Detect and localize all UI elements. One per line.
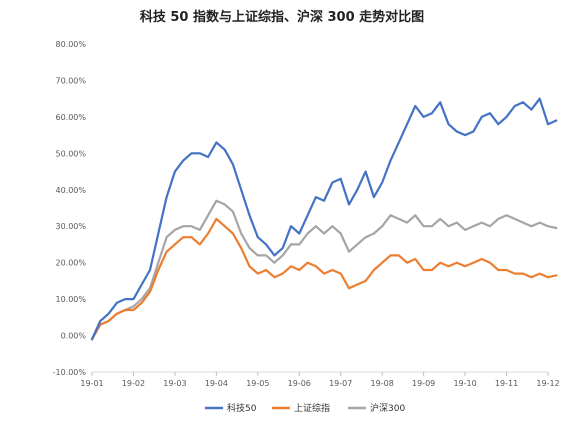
x-tick-label: 19-04: [205, 379, 228, 388]
y-tick-label: 50.00%: [55, 149, 86, 158]
x-tick-label: 19-12: [536, 379, 559, 388]
legend: 科技50 上证综指 沪深300: [205, 402, 405, 414]
x-tick-label: 19-01: [80, 379, 103, 388]
x-tick-label: 19-09: [412, 379, 435, 388]
y-tick-label: 60.00%: [55, 113, 86, 122]
x-tick-label: 19-07: [329, 379, 352, 388]
y-tick-label: 20.00%: [55, 259, 86, 268]
y-tick-label: 30.00%: [55, 222, 86, 231]
x-tick-label: 19-03: [163, 379, 186, 388]
x-tick-label: 19-08: [371, 379, 394, 388]
series-layer: [90, 97, 558, 341]
chart-title: 科技 50 指数与上证综指、沪深 300 走势对比图: [139, 10, 425, 25]
y-tick-label: -10.00%: [53, 368, 87, 377]
x-tick-label: 19-05: [246, 379, 269, 388]
legend-label-0: 科技50: [227, 402, 257, 414]
y-tick-label: 40.00%: [55, 186, 86, 195]
x-tick-label: 19-02: [122, 379, 145, 388]
x-tick-label: 19-06: [288, 379, 311, 388]
series-line-1: [90, 217, 558, 341]
x-tick-label: 19-10: [453, 379, 476, 388]
legend-label-1: 上证综指: [294, 402, 330, 414]
legend-label-2: 沪深300: [370, 402, 405, 414]
y-tick-label: 80.00%: [55, 40, 86, 49]
y-tick-label: 70.00%: [55, 76, 86, 85]
series-line-2: [90, 199, 558, 341]
axis-layer: 80.00% 70.00% 60.00% 50.00% 40.00% 30.00% 20.0…: [53, 40, 560, 388]
y-tick-label: 0.00%: [61, 332, 87, 341]
y-tick-label: 10.00%: [55, 295, 86, 304]
x-tick-label: 19-11: [495, 379, 518, 388]
series-line-0: [90, 97, 558, 341]
